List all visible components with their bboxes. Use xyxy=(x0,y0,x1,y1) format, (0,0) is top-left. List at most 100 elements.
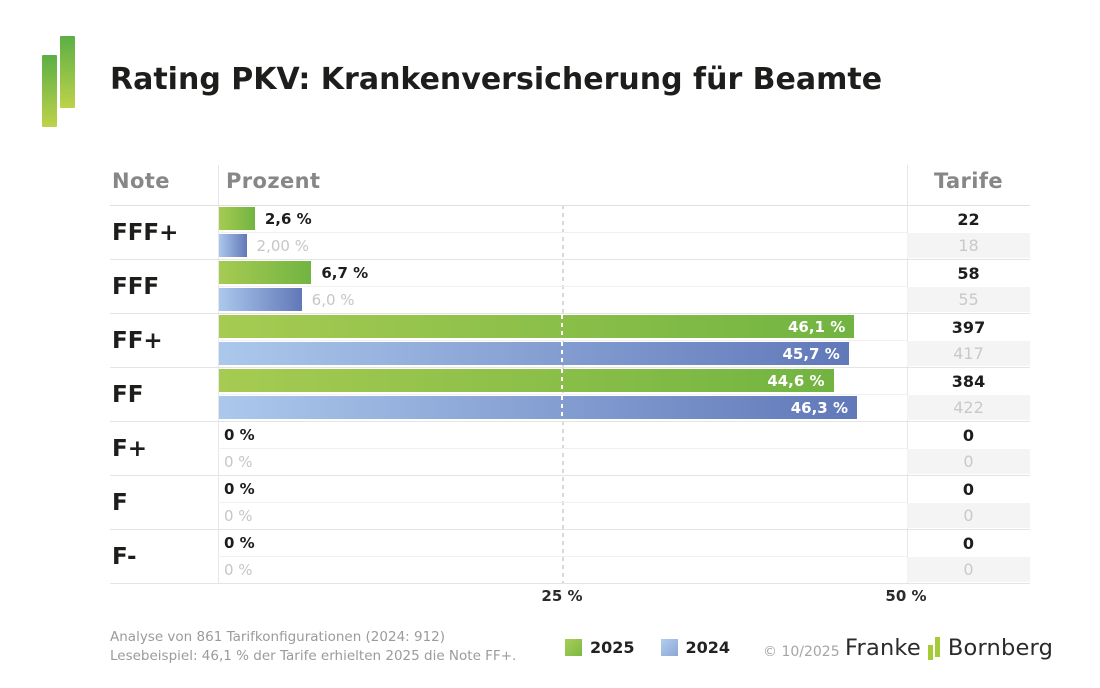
page-title: Rating PKV: Krankenversicherung für Beam… xyxy=(110,62,883,97)
value-label-2024: 6,0 % xyxy=(311,291,355,309)
bar-plot: 44,6 % 46,3 % xyxy=(218,368,907,421)
quarter-gridline-overlay xyxy=(561,396,563,419)
bar-track-2024: 2,00 % xyxy=(218,232,907,259)
table-body: FFF+ 2,6 % 2,00 % 22 18 FFF 6,7 % 6,0 % 58 55 FF+ 4… xyxy=(110,206,1030,584)
tarife-value-2024: 422 xyxy=(907,395,1030,420)
column-header-prozent: Prozent xyxy=(226,169,321,193)
bar-track-2025: 46,1 % xyxy=(218,314,907,340)
bar-2024 xyxy=(219,288,302,311)
value-label-2025: 44,6 % xyxy=(767,371,825,390)
bar-track-2025: 44,6 % xyxy=(218,368,907,394)
table-row: F 0 % 0 % 0 0 xyxy=(110,476,1030,530)
value-label-2025: 6,7 % xyxy=(321,264,369,282)
tarife-value-2025: 397 xyxy=(951,317,986,337)
tarife-value-2024: 18 xyxy=(907,233,1030,258)
tarife-value-2025: 384 xyxy=(951,371,986,391)
bar-track-2024: 0 % xyxy=(218,502,907,529)
note-label: FFF xyxy=(112,273,160,300)
bar-track-2024: 0 % xyxy=(218,556,907,583)
column-separator xyxy=(907,165,908,583)
table-row: FFF+ 2,6 % 2,00 % 22 18 xyxy=(110,206,1030,260)
bar-track-2024: 0 % xyxy=(218,448,907,475)
bar-track-2025: 0 % xyxy=(218,422,907,448)
bar-track-2025: 0 % xyxy=(218,530,907,556)
tarife-cells: 384 422 xyxy=(907,368,1030,421)
x-axis: 25 % 50 % xyxy=(110,587,1030,607)
column-header-tarife: Tarife xyxy=(933,169,1004,193)
tarife-value-2024: 0 xyxy=(907,449,1030,474)
bar-plot: 46,1 % 45,7 % xyxy=(218,314,907,367)
brand-bars-icon xyxy=(927,634,941,662)
bar-plot: 0 % 0 % xyxy=(218,530,907,583)
bar-track-2025: 2,6 % xyxy=(218,206,907,232)
table-row: FFF 6,7 % 6,0 % 58 55 xyxy=(110,260,1030,314)
table-row: F+ 0 % 0 % 0 0 xyxy=(110,422,1030,476)
bar-2025: 44,6 % xyxy=(219,369,834,392)
value-label-2025: 0 % xyxy=(224,534,255,552)
note-label: F- xyxy=(112,543,137,570)
tarife-value-2025: 0 xyxy=(962,533,975,553)
value-label-2025: 46,1 % xyxy=(787,317,846,336)
quarter-gridline-overlay xyxy=(561,369,563,392)
franke-bornberg-logo: Franke Bornberg xyxy=(845,634,1053,662)
bar-2025 xyxy=(219,207,255,230)
tarife-value-2025: 0 xyxy=(962,479,975,499)
legend-swatch-2024-icon xyxy=(660,639,678,656)
footnote-line-1: Analyse von 861 Tarifkonfigurationen (20… xyxy=(110,629,446,645)
table-row: F- 0 % 0 % 0 0 xyxy=(110,530,1030,584)
bar-plot: 2,6 % 2,00 % xyxy=(218,206,907,259)
bar-track-2024: 46,3 % xyxy=(218,394,907,421)
bar-plot: 0 % 0 % xyxy=(218,422,907,475)
axis-tick-50: 50 % xyxy=(885,587,927,605)
note-label: F xyxy=(112,489,128,516)
note-label: FF+ xyxy=(112,327,163,354)
bar-track-2024: 6,0 % xyxy=(218,286,907,313)
legend-label-2025: 2025 xyxy=(590,638,635,657)
table-row: FF 44,6 % 46,3 % 384 422 xyxy=(110,368,1030,422)
bar-track-2024: 45,7 % xyxy=(218,340,907,367)
value-label-2024: 46,3 % xyxy=(790,398,848,417)
column-separator xyxy=(218,165,219,583)
value-label-2024: 2,00 % xyxy=(256,237,309,255)
tarife-value-2024: 0 xyxy=(907,557,1030,582)
column-header-note: Note xyxy=(112,169,170,193)
logo-bar-icon xyxy=(60,36,75,108)
value-label-2025: 0 % xyxy=(224,426,255,444)
footnote: Analyse von 861 Tarifkonfigurationen (20… xyxy=(110,628,516,666)
quarter-gridline-overlay xyxy=(561,315,563,338)
legend-item-2024: 2024 xyxy=(660,638,730,657)
rating-table: Note Prozent Tarife FFF+ 2,6 % 2,00 % 22 18 F… xyxy=(110,165,1030,584)
axis-tick-25: 25 % xyxy=(541,587,583,605)
tarife-value-2024: 0 xyxy=(907,503,1030,528)
bar-plot: 0 % 0 % xyxy=(218,476,907,529)
bar-2024 xyxy=(219,234,247,257)
logo-bar-icon xyxy=(42,55,57,127)
tarife-value-2024: 417 xyxy=(907,341,1030,366)
value-label-2024: 0 % xyxy=(224,453,253,471)
tarife-cells: 397 417 xyxy=(907,314,1030,367)
value-label-2024: 45,7 % xyxy=(782,344,840,363)
copyright: © 10/2025 xyxy=(763,644,840,660)
tarife-value-2025: 0 xyxy=(962,425,975,445)
bar-track-2025: 6,7 % xyxy=(218,260,907,286)
quarter-gridline-overlay xyxy=(561,342,563,365)
tarife-value-2024: 55 xyxy=(907,287,1030,312)
note-label: F+ xyxy=(112,435,147,462)
value-label-2025: 0 % xyxy=(224,480,255,498)
note-label: FFF+ xyxy=(112,219,179,246)
tarife-cells: 58 55 xyxy=(907,260,1030,313)
footnote-line-2: Lesebeispiel: 46,1 % der Tarife erhielte… xyxy=(110,647,517,664)
brand-text-franke: Franke xyxy=(845,635,921,661)
tarife-value-2025: 58 xyxy=(957,263,980,283)
bar-2024: 45,7 % xyxy=(219,342,849,365)
legend-item-2025: 2025 xyxy=(565,638,635,657)
bar-2024: 46,3 % xyxy=(219,396,857,419)
table-row: FF+ 46,1 % 45,7 % 397 417 xyxy=(110,314,1030,368)
value-label-2024: 0 % xyxy=(224,507,253,525)
value-label-2024: 0 % xyxy=(224,561,253,579)
note-label: FF xyxy=(112,381,144,408)
bar-track-2025: 0 % xyxy=(218,476,907,502)
